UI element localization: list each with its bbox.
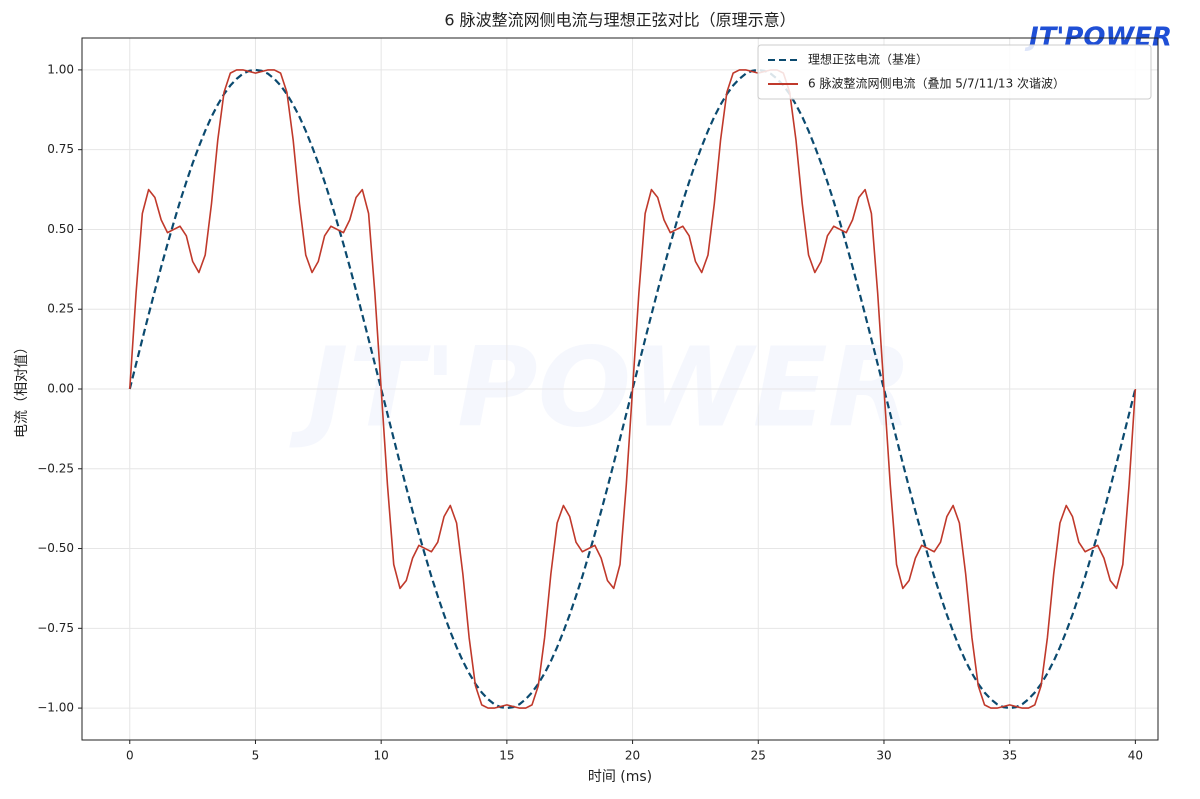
chart-title: 6 脉波整流网侧电流与理想正弦对比（原理示意）: [444, 11, 795, 30]
x-tick-label: 30: [876, 749, 891, 763]
y-tick-label: −1.00: [37, 701, 74, 715]
y-tick-label: 0.75: [47, 142, 74, 156]
watermark: JT'POWER: [289, 323, 913, 451]
y-tick-label: 0.50: [47, 222, 74, 236]
x-tick-label: 20: [625, 749, 640, 763]
series-line: [128, 69, 1137, 709]
x-tick-label: 0: [126, 749, 134, 763]
y-tick-label: 1.00: [47, 62, 74, 76]
legend-label: 6 脉波整流网侧电流（叠加 5/7/11/13 次谐波）: [808, 76, 1065, 91]
ticks: −1.00 −0.75 −0.50 −0.25 0.00 0.25 0.50 0.75 1.00…: [37, 62, 1143, 762]
series-line: [128, 68, 1137, 710]
plot-lines: [128, 68, 1137, 710]
legend-label: 理想正弦电流（基准）: [808, 52, 928, 67]
legend-box: [757, 44, 1152, 100]
x-tick-label: 10: [374, 749, 389, 763]
y-tick-label: 0.25: [47, 302, 74, 316]
y-axis-label: 电流（相对值）: [14, 340, 30, 438]
x-tick-label: 40: [1128, 749, 1143, 763]
x-axis-label: 时间 (ms): [588, 769, 652, 785]
y-tick-label: −0.25: [37, 461, 74, 475]
x-tick-label: 15: [499, 749, 514, 763]
x-tick-label: 5: [252, 749, 260, 763]
y-tick-label: −0.75: [37, 621, 74, 635]
x-tick-label: 25: [751, 749, 766, 763]
legend: 理想正弦电流（基准） 6 脉波整流网侧电流（叠加 5/7/11/13 次谐波）: [757, 44, 1152, 100]
y-tick-label: 0.00: [47, 382, 74, 396]
x-tick-label: 35: [1002, 749, 1017, 763]
y-tick-label: −0.50: [37, 541, 74, 555]
